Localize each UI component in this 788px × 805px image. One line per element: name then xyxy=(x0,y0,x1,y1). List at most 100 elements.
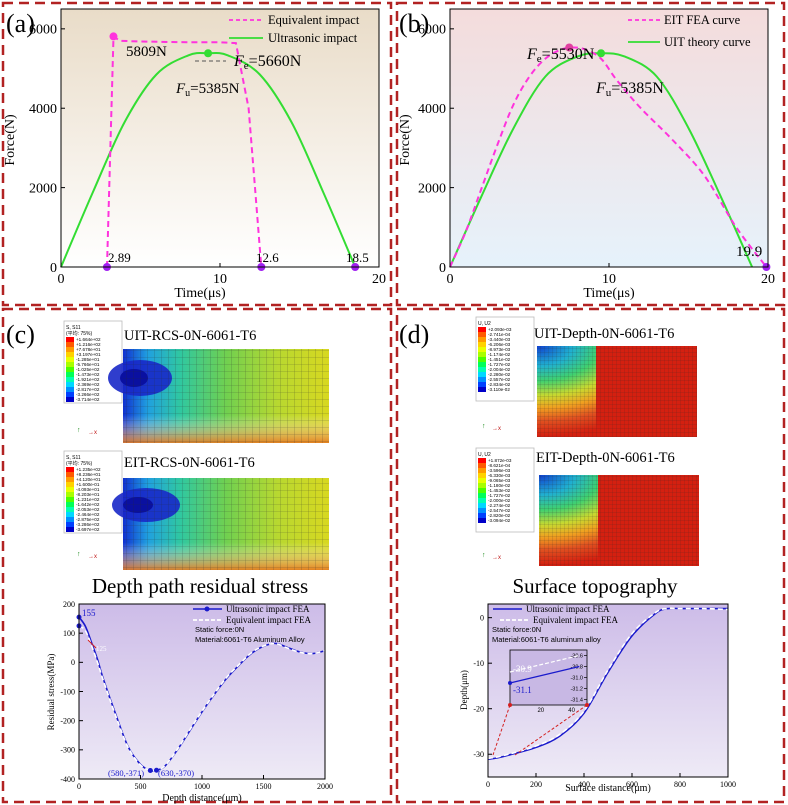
panel-label-c: (c) xyxy=(6,320,35,349)
x-tick-label: 20 xyxy=(372,272,386,287)
legend-swatch xyxy=(478,352,486,357)
legend-swatch xyxy=(66,512,74,517)
legend-swatch xyxy=(66,352,74,357)
y-tick-label: 6000 xyxy=(29,23,57,38)
series-line-equivalent-fea xyxy=(78,625,326,772)
markers-a xyxy=(102,32,360,271)
legend-value: +1.235e+02 xyxy=(76,467,101,472)
legend-value: -2.000e-02 xyxy=(488,498,511,503)
legend-value: -3.440e-03 xyxy=(488,337,511,342)
axis-triad-c2: ↑ xyxy=(77,551,81,558)
y-tick-label: 4000 xyxy=(418,102,446,117)
legend-value: -2.004e-02 xyxy=(488,367,511,372)
legend-swatch xyxy=(66,522,74,527)
legend-swatch xyxy=(66,482,74,487)
x-tick-label: 400 xyxy=(578,780,590,789)
panel-b: 0 10 20 0 2000 4000 6000 (b) EIT FEA curve UIT… xyxy=(398,8,775,301)
mesh-d2 xyxy=(539,475,699,566)
legend-value: -2.547e-02 xyxy=(488,508,511,513)
map-title-c2: EIT-RCS-0N-6061-T6 xyxy=(124,455,255,471)
axis-triad-x-c1: →x xyxy=(88,430,97,436)
contour-legend-values-c1: S, S11(平均: 75%)+1.664e+02+1.216e+02+7.67… xyxy=(66,325,101,402)
panel-label-b: (b) xyxy=(399,9,429,38)
legend-value: +1.872e-03 xyxy=(488,458,512,463)
legend-value: -4.093e+01 xyxy=(76,487,100,492)
legend-swatch xyxy=(478,332,486,337)
legend-value: +1.600e-01 xyxy=(76,482,100,487)
plot-border-b xyxy=(449,8,769,268)
legend-value: -1.231e+02 xyxy=(76,497,100,502)
note-c1: Static force:0N xyxy=(195,625,244,634)
legend-swatch xyxy=(66,527,74,532)
legend-swatch xyxy=(478,488,486,493)
legend-value: -1.642e+02 xyxy=(76,502,100,507)
legend-swatch xyxy=(478,367,486,372)
y-tick-label: 2000 xyxy=(418,182,446,197)
legend-value: -8.621e-04 xyxy=(488,463,511,468)
axis-triad-d2: ↑ xyxy=(482,552,486,559)
data-marker xyxy=(565,43,574,52)
xlabel-c: Depth distance(μm) xyxy=(162,793,242,804)
inset-x-tick-label: 20 xyxy=(537,708,544,714)
data-marker xyxy=(109,32,118,41)
legend-value: -3.697e+02 xyxy=(76,527,100,532)
inset-v1: -30.9 xyxy=(513,664,532,674)
mesh-c1 xyxy=(123,349,329,443)
plot-bg-b xyxy=(450,9,768,267)
legend-value: -2.274e-02 xyxy=(488,503,511,508)
legend-value: -2.280e-02 xyxy=(488,372,511,377)
data-marker xyxy=(597,49,606,58)
legend-value: -3.110e-02 xyxy=(488,387,510,392)
legend-swatch xyxy=(478,473,486,478)
legend-eqfea-c: Equivalent impact FEA xyxy=(226,615,311,625)
panel-a: 0 10 20 0 2000 4000 6000 (a) Equivalent impact… xyxy=(3,8,386,301)
legend-value: -1.180e-02 xyxy=(488,483,511,488)
ylabel-c: Residual stress(MPa) xyxy=(46,654,56,731)
inset-y-tick-label: -31.2 xyxy=(570,687,583,693)
legend-swatch xyxy=(478,463,486,468)
y-tick-label: 4000 xyxy=(29,102,57,117)
data-marker xyxy=(153,767,159,773)
legend-value: -2.053e+02 xyxy=(76,507,100,512)
annot-t3: 18.5 xyxy=(346,250,369,265)
axis-triad-x-d1: →x xyxy=(492,426,501,432)
legend-swatch xyxy=(478,342,486,347)
xlabel-d: Surface distance(μm) xyxy=(565,783,651,794)
inset-box xyxy=(509,649,588,706)
legend-header: U, U2 xyxy=(478,321,491,327)
legend-swatch xyxy=(66,502,74,507)
frame-b xyxy=(395,1,786,307)
plot-border-d xyxy=(487,603,729,778)
mesh-d1 xyxy=(537,346,697,437)
data-marker xyxy=(147,768,153,774)
legend-header: S, S11 xyxy=(66,325,81,331)
y-tick-label: 0 xyxy=(50,261,57,276)
legend-swatch xyxy=(478,377,486,382)
map-title-c1: UIT-RCS-0N-6061-T6 xyxy=(124,328,256,344)
legend-swatch xyxy=(478,357,486,362)
legend-swatch xyxy=(478,483,486,488)
legend-value: +8.236e+01 xyxy=(76,472,101,477)
annot-fe: Fe=5660N xyxy=(233,53,302,72)
frame-a xyxy=(1,1,393,307)
y-tick-label: -200 xyxy=(60,716,75,725)
legend-header: U, U2 xyxy=(478,452,491,458)
legend-value: -3.286e+02 xyxy=(76,522,100,527)
legend-value: +1.216e+02 xyxy=(76,342,101,347)
legend-uitfea-c: Ultrasonic impact FEA xyxy=(226,604,310,614)
y-tick-label: 6000 xyxy=(418,23,446,38)
annot-125-leader xyxy=(87,639,97,649)
legend-value: -1.453e-02 xyxy=(488,488,511,493)
series-c xyxy=(76,614,326,774)
y-tick-label: 0 xyxy=(439,261,446,276)
legend-swatch xyxy=(66,397,74,402)
x-tick-label: 2000 xyxy=(317,782,333,791)
legend-value: -8.973e-03 xyxy=(488,347,511,352)
legend-value: -6.330e-03 xyxy=(488,473,511,478)
legend-value: -1.285e+01 xyxy=(76,357,100,362)
x-tick-label: 0 xyxy=(77,782,81,791)
annot-tend: 19.9 xyxy=(736,244,762,260)
legend-marker-c xyxy=(204,606,210,612)
legend-value: -2.875e+02 xyxy=(76,517,100,522)
